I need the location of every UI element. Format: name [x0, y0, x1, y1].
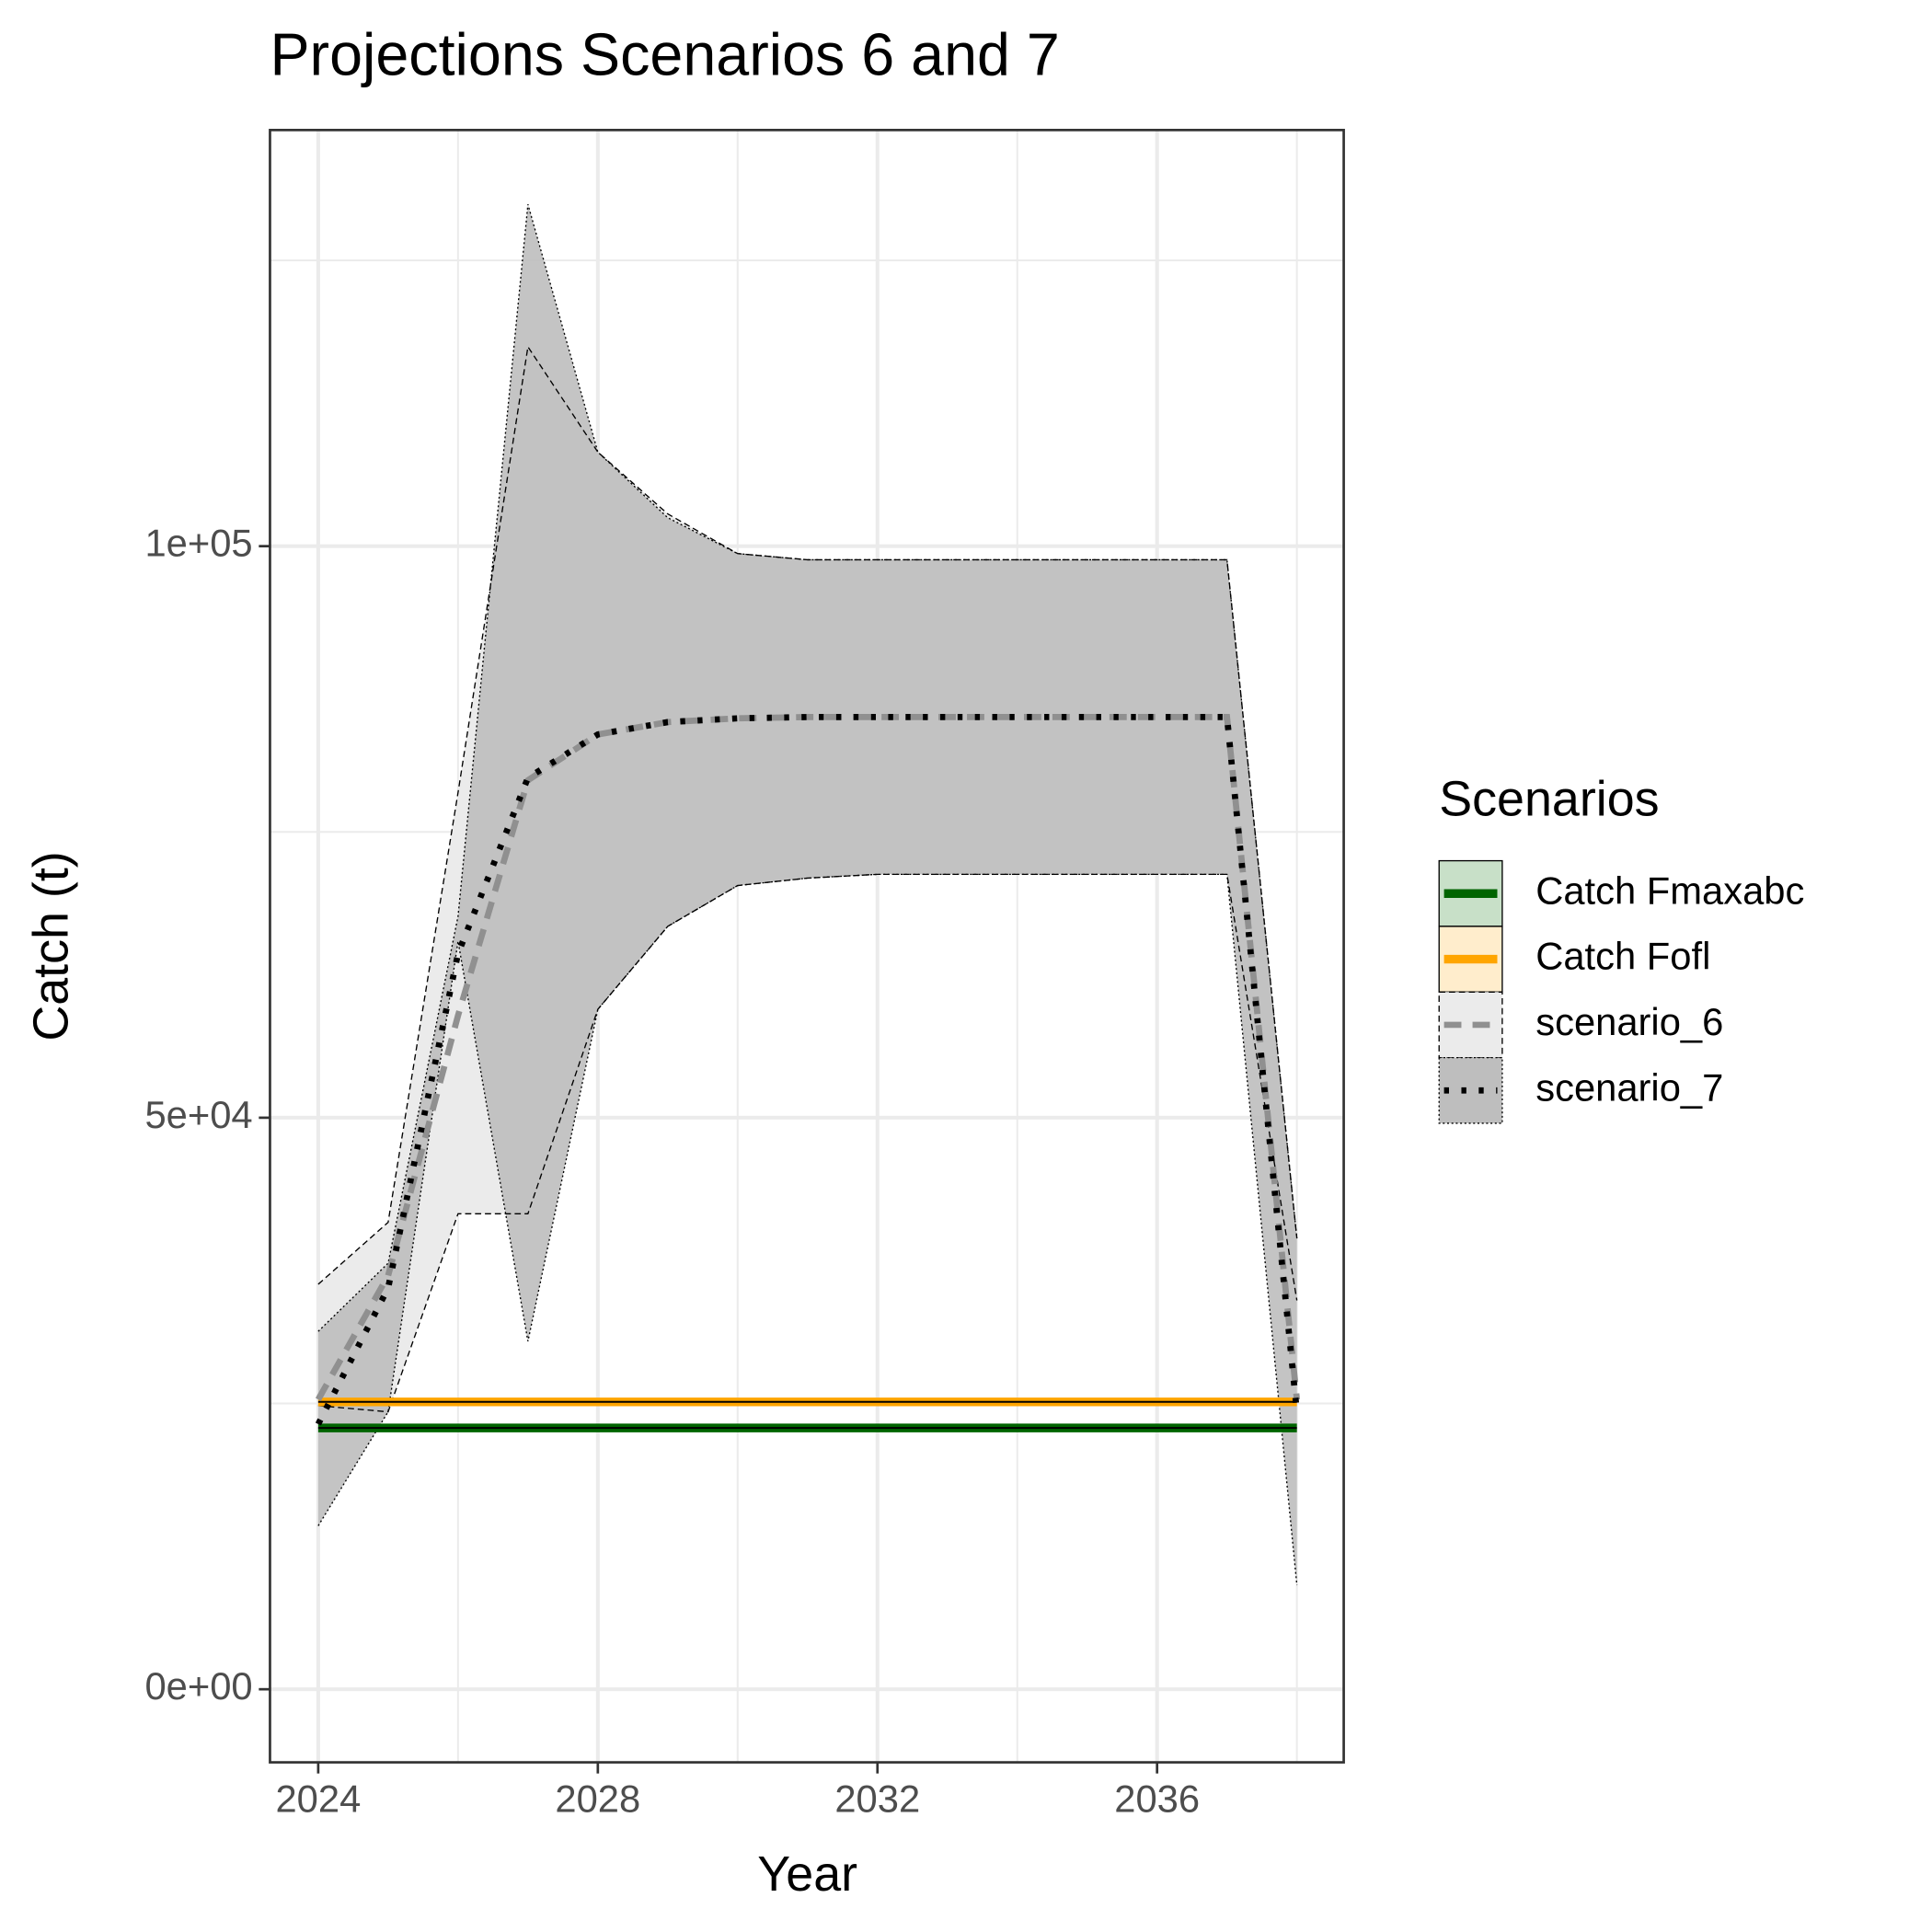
- legend-label: Catch Fofl: [1535, 935, 1710, 978]
- ribbon-border: [317, 873, 1298, 1413]
- x-tick-label: 2036: [1114, 1777, 1200, 1821]
- y-tick-label: 5e+04: [144, 1093, 252, 1136]
- ribbon: [317, 204, 1297, 1586]
- y-axis-label: Catch (t): [23, 851, 78, 1041]
- x-tick-label: 2024: [275, 1777, 361, 1821]
- series-line: [315, 714, 1301, 1401]
- plot-panel: [270, 130, 1344, 1763]
- chart-title: Projections Scenarios 6 and 7: [270, 22, 1059, 88]
- x-tick-label: 2032: [834, 1777, 920, 1821]
- legend-label: scenario_7: [1535, 1065, 1723, 1109]
- legend-label: Catch Fmaxabc: [1535, 868, 1804, 912]
- legend-label: scenario_6: [1535, 1000, 1723, 1043]
- x-axis-label: Year: [757, 1846, 857, 1902]
- series-line: [315, 714, 1301, 1426]
- ribbon-border: [317, 203, 1298, 1332]
- panel-border: [269, 129, 1345, 1764]
- y-tick-label: 0e+00: [144, 1664, 252, 1708]
- legend-key: [1438, 1056, 1503, 1124]
- x-tick-label: 2028: [555, 1777, 640, 1821]
- y-tick-label: 1e+05: [144, 522, 252, 565]
- legend-title: Scenarios: [1439, 772, 1659, 827]
